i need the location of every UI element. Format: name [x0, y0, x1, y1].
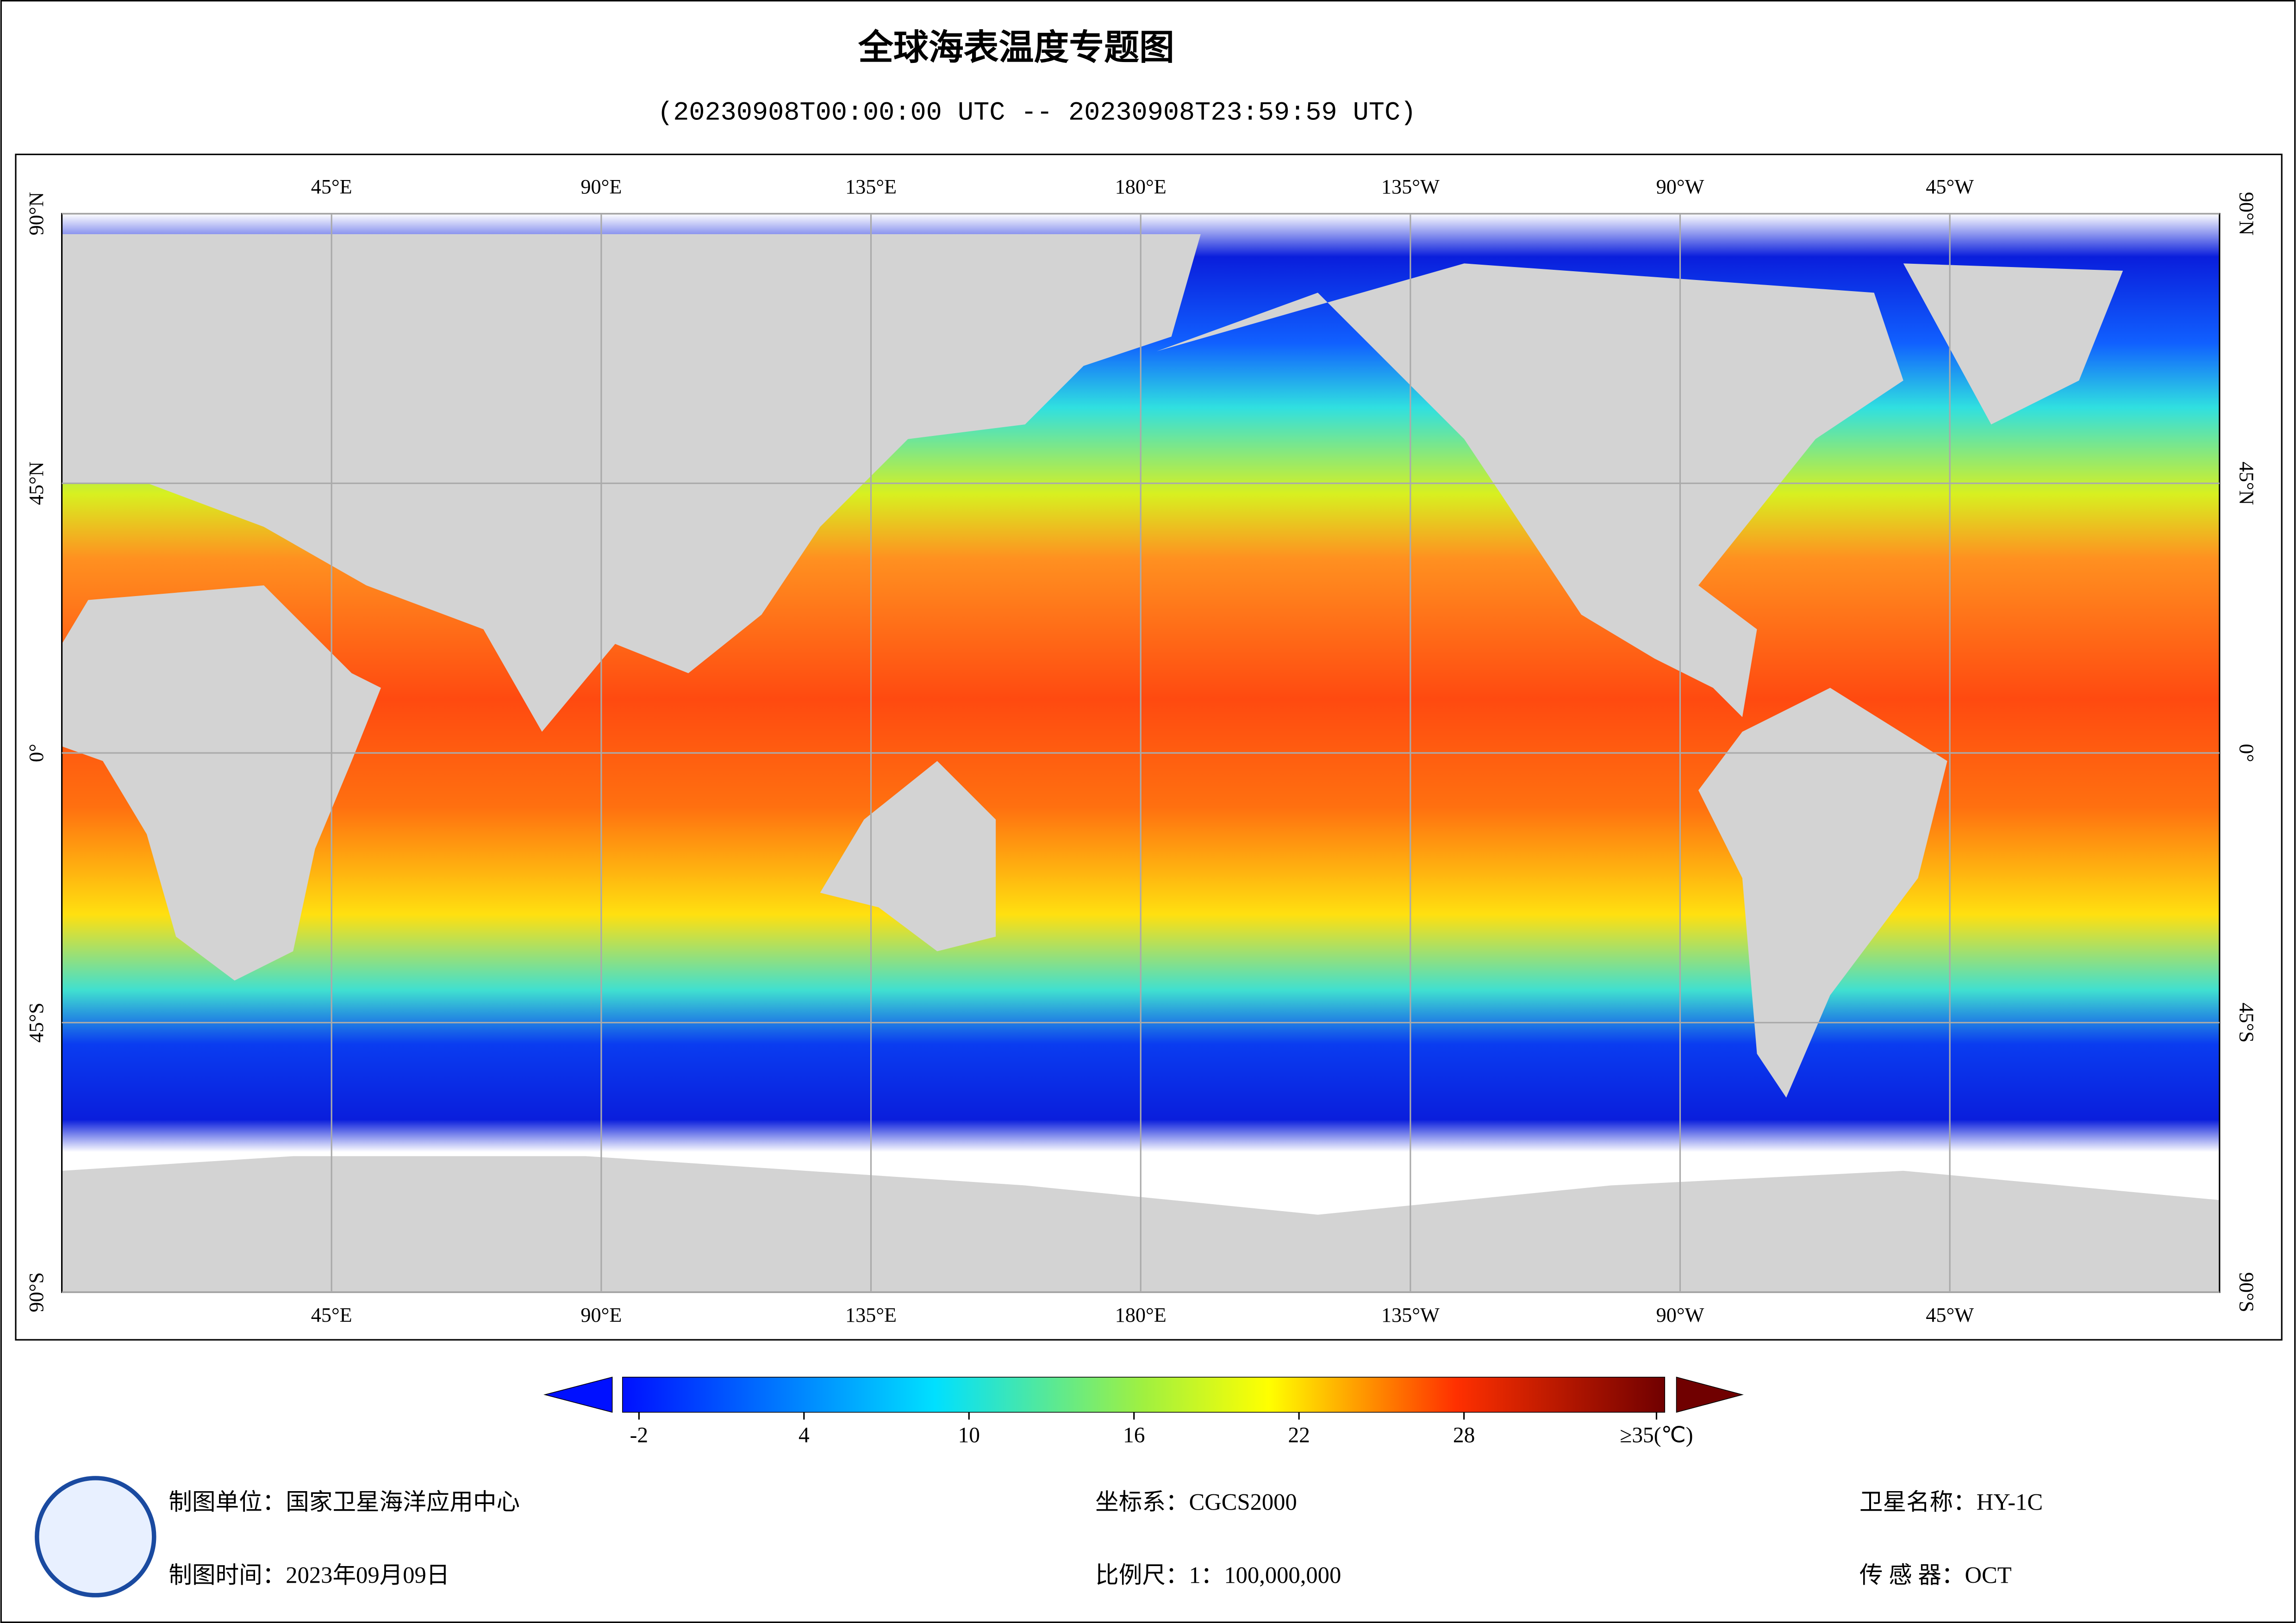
lat-label-left: 0°	[25, 744, 48, 762]
footer-satellite: 卫星名称：HY-1C	[1859, 1489, 2043, 1515]
lon-label-top: 135°E	[845, 175, 897, 198]
lat-label-right: 90°N	[2235, 192, 2258, 236]
colorbar-label: 10	[958, 1423, 980, 1447]
lat-label-left: 45°N	[25, 461, 48, 505]
subtitle: (20230908T00:00:00 UTC -- 20230908T23:59…	[657, 99, 1416, 128]
colorbar-label: 28	[1453, 1423, 1475, 1447]
map-frame	[15, 154, 2283, 1341]
lon-label-top: 135°W	[1381, 175, 1440, 198]
lat-label-left: 45°S	[25, 1002, 48, 1043]
lon-label-bottom: 135°E	[845, 1304, 897, 1326]
lat-label-right: 0°	[2235, 744, 2258, 762]
lon-label-top: 90°E	[580, 175, 622, 198]
lon-label-top: 45°W	[1926, 175, 1974, 198]
map	[61, 213, 2221, 1293]
footer-sensor: 传 感 器：OCT	[1859, 1562, 2012, 1588]
lon-label-bottom: 90°W	[1656, 1304, 1704, 1326]
footer-time: 制图时间：2023年09月09日	[168, 1562, 449, 1588]
lat-label-right: 45°N	[2235, 461, 2258, 505]
colorbar-label: -2	[630, 1423, 649, 1447]
lat-label-right: 90°S	[2235, 1272, 2258, 1312]
footer-crs: 坐标系：CGCS2000	[1095, 1489, 1297, 1515]
lon-label-bottom: 135°W	[1381, 1304, 1440, 1326]
lat-label-left: 90°S	[25, 1272, 48, 1312]
title: 全球海表温度专题图	[858, 27, 1174, 68]
lon-label-bottom: 180°E	[1115, 1304, 1167, 1326]
lat-label-right: 45°S	[2235, 1002, 2258, 1043]
colorbar	[622, 1376, 1666, 1413]
lon-label-bottom: 90°E	[580, 1304, 622, 1326]
lon-label-bottom: 45°W	[1926, 1304, 1974, 1326]
lon-label-top: 90°W	[1656, 175, 1704, 198]
footer-unit: 制图单位：国家卫星海洋应用中心	[168, 1489, 520, 1515]
colorbar-low-arrow	[543, 1376, 613, 1413]
colorbar-label: ≥35(℃)	[1620, 1423, 1693, 1447]
colorbar-high-arrow	[1676, 1376, 1744, 1413]
footer-scale: 比例尺：1：100,000,000	[1095, 1562, 1341, 1588]
lon-label-top: 180°E	[1115, 175, 1167, 198]
logo	[35, 1476, 156, 1598]
lat-label-left: 90°N	[25, 192, 48, 236]
colorbar-label: 22	[1288, 1423, 1310, 1447]
lon-label-bottom: 45°E	[311, 1304, 352, 1326]
colorbar-label: 4	[799, 1423, 810, 1447]
lon-label-top: 45°E	[311, 175, 352, 198]
colorbar-label: 16	[1123, 1423, 1145, 1447]
